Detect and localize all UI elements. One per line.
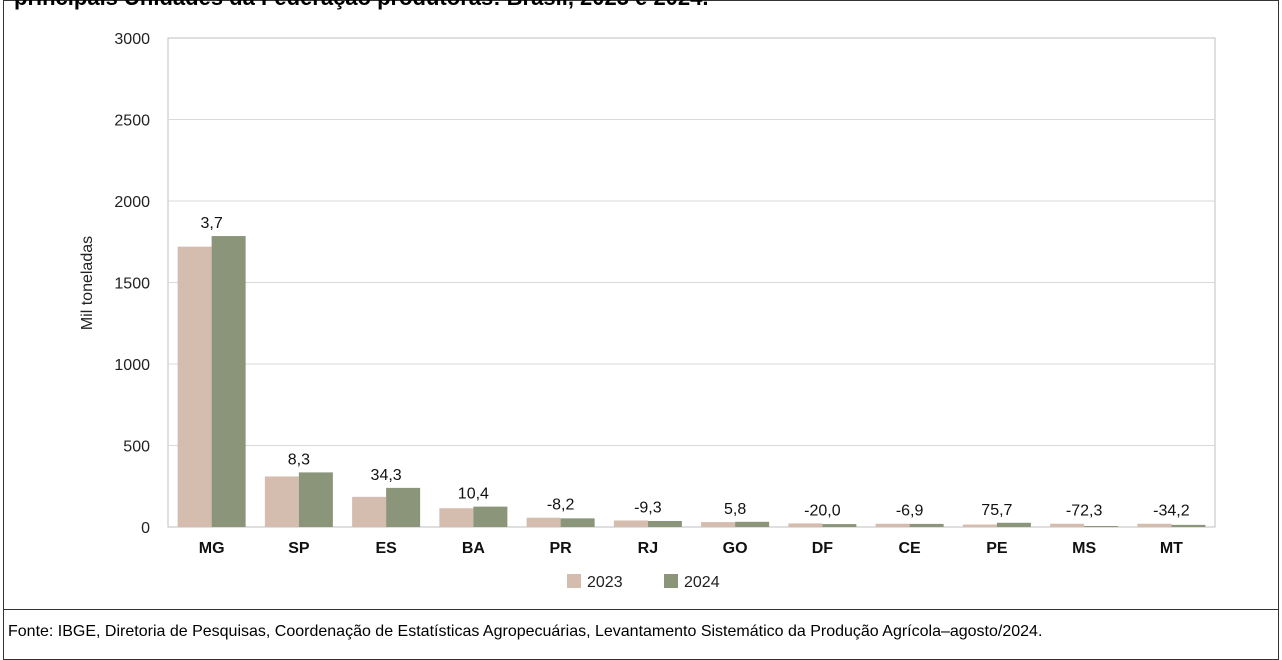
gridlines (168, 119, 1215, 446)
y-tick-labels: 0 500 1000 1500 2000 2500 3000 (114, 31, 150, 537)
legend: 2023 2024 (567, 574, 720, 591)
bar-BA-2023 (439, 508, 474, 527)
bar-PR-2023 (526, 517, 561, 527)
data-label-ES: 34,3 (371, 467, 402, 484)
legend-swatch-2023 (567, 574, 581, 588)
source-note: Fonte: IBGE, Diretoria de Pesquisas, Coo… (8, 623, 1043, 640)
bar-MT-2023 (1137, 523, 1172, 527)
legend-label-2024: 2024 (684, 574, 720, 591)
bars (177, 236, 1206, 528)
y-tick-label: 0 (141, 520, 150, 537)
bar-chart: 0 500 1000 1500 2000 2500 3000 3,7 8,3 34,3 10,4 -… (79, 31, 1216, 591)
bar-RJ-2024 (647, 520, 682, 527)
data-label-MT: -34,2 (1153, 503, 1190, 520)
data-label-RJ: -9,3 (634, 499, 662, 516)
bar-BA-2024 (473, 506, 508, 527)
bar-CE-2024 (909, 523, 944, 527)
x-tick-label-ES: ES (375, 540, 397, 557)
x-tick-label-MT: MT (1160, 540, 1183, 557)
x-tick-label-PR: PR (550, 540, 573, 557)
legend-swatch-2024 (664, 574, 678, 588)
figure-title: principais Unidades da Federação produto… (14, 0, 709, 11)
x-tick-label-SP: SP (288, 540, 310, 557)
source-divider (3, 609, 1279, 610)
bar-DF-2024 (822, 524, 857, 527)
legend-label-2023: 2023 (587, 574, 623, 591)
bar-MG-2023 (177, 246, 212, 527)
x-tick-label-MS: MS (1072, 540, 1096, 557)
bar-ES-2023 (352, 496, 387, 527)
x-tick-label-GO: GO (723, 540, 748, 557)
x-tick-label-BA: BA (462, 540, 486, 557)
x-tick-label-DF: DF (812, 540, 834, 557)
data-label-CE: -6,9 (896, 503, 924, 520)
x-tick-label-MG: MG (199, 540, 225, 557)
x-tick-label-CE: CE (899, 540, 922, 557)
bar-CE-2023 (875, 523, 910, 527)
data-label-PR: -8,2 (547, 497, 575, 514)
data-label-BA: 10,4 (458, 486, 489, 503)
bar-PR-2024 (560, 518, 595, 527)
y-tick-label: 1000 (114, 357, 150, 374)
y-tick-label: 2000 (114, 194, 150, 211)
bar-GO-2024 (735, 521, 770, 527)
data-label-DF: -20,0 (804, 502, 841, 519)
bar-GO-2023 (701, 522, 736, 527)
y-tick-label: 3000 (114, 31, 150, 48)
bar-MG-2024 (211, 236, 246, 528)
x-tick-labels: MG SP ES BA PR RJ GO DF CE PE MS MT (199, 540, 1183, 557)
bar-RJ-2023 (613, 520, 648, 527)
bar-MT-2024 (1171, 524, 1206, 527)
data-label-MS: -72,3 (1066, 503, 1103, 520)
data-label-MG: 3,7 (201, 215, 223, 232)
y-axis-label: Mil toneladas (79, 236, 96, 330)
data-labels: 3,7 8,3 34,3 10,4 -8,2 -9,3 5,8 -20,0 -6,9 75,7 -7… (201, 215, 1190, 520)
x-tick-label-PE: PE (986, 540, 1008, 557)
bar-ES-2024 (386, 487, 421, 527)
y-tick-label: 500 (123, 439, 150, 456)
bar-PE-2024 (996, 522, 1031, 527)
data-label-SP: 8,3 (288, 451, 310, 468)
data-label-PE: 75,7 (981, 502, 1012, 519)
bar-PE-2023 (962, 524, 997, 527)
y-tick-label: 2500 (114, 113, 150, 130)
bar-SP-2024 (298, 472, 333, 527)
bar-MS-2024 (1084, 526, 1119, 527)
bar-MS-2023 (1050, 523, 1085, 527)
x-tick-label-RJ: RJ (638, 540, 658, 557)
data-label-GO: 5,8 (724, 501, 746, 518)
bar-SP-2023 (264, 476, 299, 527)
y-tick-label: 1500 (114, 276, 150, 293)
bar-DF-2023 (788, 523, 823, 527)
